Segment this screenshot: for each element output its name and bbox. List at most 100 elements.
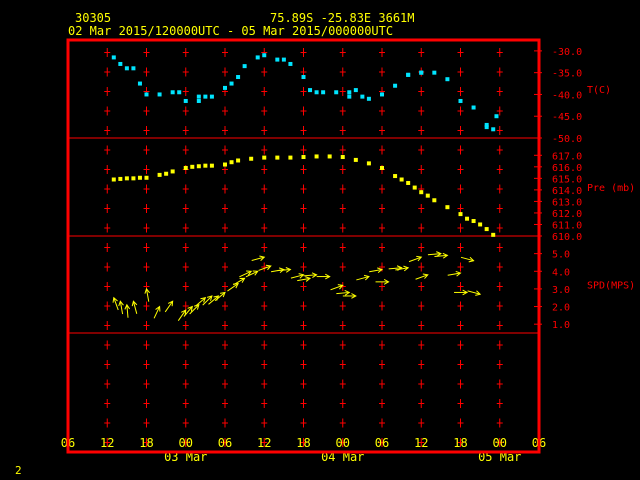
wind-arrow bbox=[183, 306, 193, 317]
wind-arrow bbox=[164, 300, 174, 313]
wind-arrow bbox=[113, 297, 119, 311]
wind-arrow bbox=[447, 272, 461, 276]
wind-arrow bbox=[146, 288, 150, 302]
temperature-point bbox=[124, 66, 129, 71]
wind-arrow-head bbox=[344, 289, 351, 296]
x-tick-label: 18 bbox=[139, 436, 153, 450]
wind-arrow bbox=[214, 292, 226, 302]
temperature-point bbox=[255, 55, 260, 60]
plot-frame bbox=[66, 38, 541, 454]
wind-arrow-head bbox=[363, 274, 370, 281]
wind-arrow-head bbox=[422, 273, 429, 279]
wind-arrow-head bbox=[351, 293, 357, 299]
wind-arrow bbox=[415, 274, 428, 280]
wind-arrow-head bbox=[124, 303, 131, 310]
pressure-point bbox=[419, 190, 424, 195]
y-tick-label: 616.0 bbox=[552, 163, 582, 174]
wind-arrow bbox=[245, 270, 258, 278]
x-tick-label: 12 bbox=[100, 436, 114, 450]
wind-arrow-head bbox=[219, 291, 226, 298]
pressure-point bbox=[484, 227, 489, 232]
wind-arrow-head bbox=[325, 273, 331, 280]
wind-arrow bbox=[132, 301, 138, 314]
y-tick-label: 1.0 bbox=[552, 320, 570, 331]
temperature-point bbox=[353, 88, 358, 93]
wind-arrow bbox=[356, 276, 370, 281]
temperature-point bbox=[137, 81, 142, 86]
y-tick-label: 617.0 bbox=[552, 151, 582, 162]
y-tick-label: 4.0 bbox=[552, 267, 570, 278]
pressure-point bbox=[236, 158, 241, 163]
data-layer bbox=[111, 53, 499, 322]
wind-arrow bbox=[303, 274, 317, 277]
y-tick-label: 3.0 bbox=[552, 285, 570, 296]
x-tick-label: 00 bbox=[493, 436, 507, 450]
wind-arrow-head bbox=[200, 297, 207, 303]
pressure-point bbox=[393, 174, 398, 179]
temperature-point bbox=[380, 92, 384, 97]
temperature-point bbox=[111, 55, 116, 60]
x-tick-label: 12 bbox=[414, 436, 428, 450]
y-tick-label: 611.0 bbox=[552, 220, 582, 231]
page-number: 2 bbox=[15, 464, 22, 477]
temperature-point bbox=[458, 98, 463, 103]
wind-arrow-head bbox=[337, 284, 344, 290]
wind-arrow bbox=[336, 291, 350, 295]
pressure-point bbox=[124, 176, 129, 181]
pressure-point bbox=[196, 164, 201, 169]
wind-arrow-head bbox=[285, 267, 292, 273]
temperature-point bbox=[484, 125, 489, 130]
y-axis-label: Pre (mb) bbox=[587, 183, 635, 194]
wind-arrow-head bbox=[112, 296, 118, 303]
pressure-point bbox=[353, 157, 358, 162]
temperature-point bbox=[118, 61, 123, 66]
temperature-point bbox=[183, 98, 188, 103]
y-tick-label: 614.0 bbox=[552, 186, 582, 197]
wind-arrow-head bbox=[206, 295, 213, 301]
pressure-point bbox=[262, 155, 267, 160]
pressure-point bbox=[406, 180, 411, 185]
pressure-point bbox=[425, 193, 430, 198]
pressure-point bbox=[144, 175, 149, 180]
pressure-point bbox=[118, 176, 123, 181]
wind-arrow bbox=[427, 253, 441, 256]
wind-arrow bbox=[290, 274, 304, 279]
y-tick-label: -35.0 bbox=[552, 69, 582, 80]
wind-arrow bbox=[408, 256, 422, 263]
pressure-point bbox=[157, 172, 162, 177]
wind-arrow-head bbox=[455, 270, 462, 277]
pressure-point bbox=[380, 165, 384, 170]
pressure-point bbox=[412, 185, 417, 190]
pressure-point bbox=[164, 171, 169, 176]
temperature-point bbox=[203, 94, 208, 99]
pressure-point bbox=[366, 161, 371, 166]
wind-arrow bbox=[251, 256, 265, 262]
grid-layer bbox=[68, 48, 539, 447]
y-tick-label: 613.0 bbox=[552, 197, 582, 208]
temperature-point bbox=[242, 64, 247, 69]
temperature-point bbox=[366, 96, 371, 101]
wind-arrow bbox=[119, 301, 124, 315]
pressure-point bbox=[203, 163, 208, 168]
y-axis-label: SPD(MPS) bbox=[587, 281, 635, 292]
wind-arrow-head bbox=[144, 287, 151, 294]
wind-arrow bbox=[388, 267, 402, 270]
temperature-point bbox=[334, 90, 339, 95]
x-tick-label: 06 bbox=[375, 436, 389, 450]
y-tick-label: 5.0 bbox=[552, 250, 570, 261]
temperature-point bbox=[229, 81, 234, 86]
wind-arrow-head bbox=[475, 290, 482, 296]
wind-arrow-head bbox=[246, 270, 253, 276]
wind-arrow bbox=[330, 284, 343, 291]
wind-arrow-head bbox=[131, 300, 138, 307]
pressure-point bbox=[137, 175, 142, 180]
wind-arrow-head bbox=[442, 252, 449, 259]
wind-arrow-head bbox=[252, 270, 259, 276]
pressure-point bbox=[190, 164, 195, 169]
wind-arrow-head bbox=[298, 273, 305, 279]
pressure-point bbox=[209, 163, 214, 168]
temperature-point bbox=[236, 75, 241, 80]
wind-arrow bbox=[467, 290, 481, 295]
temperature-point bbox=[131, 66, 136, 71]
